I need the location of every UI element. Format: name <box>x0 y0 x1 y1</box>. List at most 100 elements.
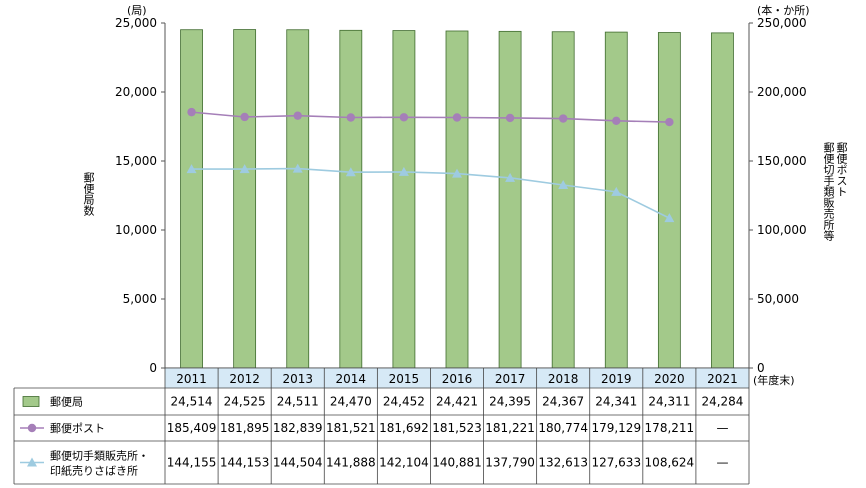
table-value: 108,624 <box>645 456 695 470</box>
category-label-2011: 2011 <box>176 372 207 386</box>
right-axis-label-line-2: 郵便切手類販売所等 <box>822 142 835 241</box>
table-value: 181,523 <box>432 421 482 435</box>
stamp-point-2011 <box>186 164 197 174</box>
category-label-2021: 2021 <box>707 372 738 386</box>
legend-label: 郵便ポスト <box>50 422 105 435</box>
right-axis-label-line-1: 郵便ポスト <box>835 142 848 197</box>
table-value: 24,514 <box>171 395 213 409</box>
table-value: 24,511 <box>277 395 319 409</box>
table-value: 24,452 <box>383 395 425 409</box>
right-axis-unit: (本・か所) <box>757 3 810 17</box>
bar-2021 <box>711 32 734 369</box>
table-value: 144,504 <box>273 456 323 470</box>
post-point-2011 <box>187 107 196 117</box>
legend-triangle-marker <box>27 457 37 467</box>
table-value: 185,409 <box>167 421 217 435</box>
line-series-1 <box>191 111 670 123</box>
table-value: 141,888 <box>326 456 376 470</box>
right-tick-label: 0 <box>757 361 765 375</box>
left-tick-label: 15,000 <box>115 154 157 168</box>
table-value: 178,211 <box>645 421 695 435</box>
table-value: 24,284 <box>701 395 743 409</box>
category-label-2014: 2014 <box>336 372 367 386</box>
legend-bar-swatch <box>22 396 40 407</box>
table-value: 144,155 <box>167 456 217 470</box>
bar-2012 <box>233 29 257 369</box>
post-point-2019 <box>612 116 621 126</box>
post-point-2013 <box>293 111 302 120</box>
table-value: 180,774 <box>538 421 588 435</box>
left-axis-ticks: 0 5,000 10,000 15,000 20,000 25,000 <box>115 16 165 375</box>
right-tick-label: 100,000 <box>757 223 807 237</box>
right-tick-label: 150,000 <box>757 154 807 168</box>
bar-2011 <box>180 29 203 369</box>
legend-label-line-1: 郵便切手類販売所・ <box>50 449 149 463</box>
category-label-2013: 2013 <box>282 372 313 386</box>
table-value: 24,395 <box>489 395 531 409</box>
category-label-2017: 2017 <box>495 372 526 386</box>
left-axis-label: 郵便局数 <box>82 172 95 216</box>
category-label-2012: 2012 <box>229 372 260 386</box>
table-value: 24,470 <box>330 395 372 409</box>
right-tick-label: 250,000 <box>757 16 807 30</box>
line-series <box>186 107 675 223</box>
left-tick-label: 5,000 <box>123 292 157 306</box>
table-value: 132,613 <box>538 456 588 470</box>
left-tick-label: 20,000 <box>115 85 157 99</box>
stamp-point-2013 <box>292 163 303 173</box>
line-series-2 <box>191 167 670 219</box>
post-point-2018 <box>558 114 568 123</box>
table-value: 24,311 <box>648 395 690 409</box>
post-point-2020 <box>665 117 674 127</box>
left-tick-label: 10,000 <box>115 223 157 237</box>
bar-series <box>180 29 734 369</box>
bar-2013 <box>286 29 310 369</box>
table-value: 127,633 <box>591 456 641 470</box>
post-point-2012 <box>240 112 249 122</box>
table-value: 24,367 <box>542 395 584 409</box>
bar-2015 <box>392 30 416 369</box>
legend-circle-marker <box>27 423 37 433</box>
table-value: 140,881 <box>432 456 482 470</box>
table-value: 181,692 <box>379 421 429 435</box>
table-value: 181,895 <box>220 421 270 435</box>
category-label-2015: 2015 <box>389 372 420 386</box>
stamp-point-2012 <box>239 164 250 174</box>
table-value: 181,521 <box>326 421 376 435</box>
bar-2016 <box>445 30 469 369</box>
table-value: 181,221 <box>485 421 535 435</box>
table-value: 179,129 <box>591 421 641 435</box>
left-tick-label: 0 <box>149 361 157 375</box>
category-label-2019: 2019 <box>601 372 632 386</box>
legend-label: 郵便局 <box>50 396 83 409</box>
post-point-2016 <box>452 113 462 122</box>
table-value: — <box>716 456 728 470</box>
stamp-point-2016 <box>452 168 462 178</box>
table-value: 24,525 <box>224 395 266 409</box>
stamp-point-2019 <box>611 186 622 196</box>
post-point-2014 <box>346 113 356 122</box>
bar-2014 <box>339 29 363 369</box>
category-label-2018: 2018 <box>548 372 579 386</box>
stamp-point-2015 <box>398 166 409 176</box>
table-value: 144,153 <box>220 456 270 470</box>
right-tick-label: 200,000 <box>757 85 807 99</box>
bar-2017 <box>498 30 522 369</box>
stamp-point-2020 <box>664 213 675 223</box>
left-tick-label: 25,000 <box>115 16 157 30</box>
bar-2018 <box>551 31 575 369</box>
table-value: 142,104 <box>379 456 429 470</box>
right-axis-label: 郵便ポスト 郵便切手類販売所等 <box>822 142 848 241</box>
post-point-2017 <box>505 113 515 123</box>
table-header-bg <box>165 368 749 388</box>
left-axis-unit: (局) <box>127 4 147 17</box>
category-label-2016: 2016 <box>442 372 473 386</box>
table-value: 24,341 <box>595 395 637 409</box>
legend-label-line-2: 印紙売りさばき所 <box>50 464 138 478</box>
table-value: — <box>716 421 728 435</box>
stamp-point-2014 <box>345 167 356 177</box>
table-value: 182,839 <box>273 421 323 435</box>
table-value: 24,421 <box>436 395 478 409</box>
stamp-point-2017 <box>505 172 516 182</box>
